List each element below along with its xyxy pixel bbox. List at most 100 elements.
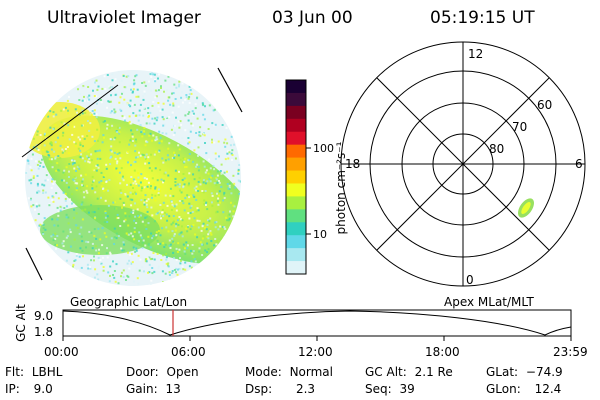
emission-pixel	[91, 247, 94, 250]
emission-pixel	[105, 181, 108, 183]
emission-pixel	[107, 189, 110, 192]
emission-pixel	[138, 269, 141, 272]
emission-pixel	[110, 145, 113, 148]
timeline-right-label: Apex MLat/MLT	[444, 295, 534, 309]
emission-pixel	[191, 211, 194, 213]
emission-pixel	[159, 105, 162, 108]
emission-pixel	[172, 221, 175, 224]
emission-pixel	[123, 203, 126, 206]
emission-pixel	[172, 134, 175, 137]
emission-pixel	[80, 189, 83, 192]
emission-pixel	[182, 243, 185, 246]
emission-pixel	[132, 178, 135, 181]
emission-pixel	[152, 189, 155, 192]
emission-pixel	[157, 193, 160, 196]
emission-pixel	[71, 193, 74, 196]
emission-pixel	[109, 253, 112, 255]
emission-pixel	[186, 247, 189, 250]
polar-diagonal-2	[376, 77, 550, 251]
emission-pixel	[215, 221, 218, 223]
emission-pixel	[138, 114, 141, 117]
emission-pixel	[129, 191, 132, 194]
emission-pixel	[39, 223, 42, 226]
emission-pixel	[228, 151, 231, 154]
emission-pixel	[156, 179, 159, 182]
emission-pixel	[165, 252, 168, 255]
emission-pixel	[30, 205, 33, 208]
emission-pixel	[189, 228, 192, 231]
uv-earth-image	[21, 67, 243, 286]
emission-pixel	[165, 258, 168, 261]
status-gain-label: Gain:	[126, 382, 158, 396]
emission-pixel	[72, 263, 75, 266]
emission-pixel	[54, 124, 57, 127]
emission-pixel	[146, 159, 149, 161]
emission-pixel	[117, 282, 120, 285]
emission-pixel	[79, 247, 82, 250]
emission-pixel	[209, 217, 212, 220]
emission-pixel	[197, 169, 200, 172]
emission-pixel	[145, 203, 148, 206]
emission-pixel	[86, 84, 89, 87]
emission-pixel	[220, 172, 223, 175]
emission-pixel	[145, 158, 147, 160]
emission-pixel	[57, 164, 60, 167]
emission-pixel	[106, 215, 109, 218]
emission-pixel	[66, 235, 69, 238]
emission-pixel	[138, 240, 140, 242]
emission-pixel	[83, 196, 86, 199]
emission-pixel	[43, 144, 46, 147]
emission-pixel	[134, 115, 137, 117]
emission-pixel	[51, 195, 54, 198]
emission-pixel	[91, 110, 94, 112]
emission-pixel	[215, 211, 218, 214]
emission-pixel	[196, 207, 199, 210]
emission-pixel	[78, 232, 81, 235]
emission-pixel	[202, 103, 205, 106]
emission-pixel	[94, 217, 96, 220]
emission-pixel	[230, 192, 233, 195]
emission-pixel	[95, 113, 98, 116]
emission-pixel	[81, 240, 84, 243]
emission-pixel	[96, 273, 99, 276]
emission-pixel	[26, 159, 29, 162]
emission-pixel	[88, 230, 91, 233]
emission-pixel	[182, 173, 185, 175]
emission-pixel	[88, 157, 91, 160]
emission-pixel	[201, 190, 204, 192]
emission-pixel	[136, 277, 139, 280]
emission-pixel	[234, 202, 237, 205]
emission-pixel	[128, 85, 131, 87]
emission-pixel	[229, 182, 232, 185]
emission-pixel	[185, 227, 188, 230]
emission-pixel	[132, 182, 135, 185]
emission-pixel	[104, 216, 107, 219]
emission-pixel	[217, 194, 220, 197]
colorbar-swatch	[286, 261, 306, 275]
colorbar-swatch	[286, 222, 306, 236]
emission-pixel	[64, 197, 67, 200]
emission-pixel	[137, 214, 140, 217]
emission-pixel	[134, 215, 137, 218]
colorbar-unit-label: photon cm⁻²s⁻¹	[334, 141, 348, 234]
emission-pixel	[74, 182, 77, 185]
emission-pixel	[74, 259, 77, 262]
emission-pixel	[192, 112, 195, 115]
emission-pixel	[170, 208, 173, 211]
emission-pixel	[82, 255, 84, 258]
emission-pixel	[120, 247, 123, 250]
emission-pixel	[65, 181, 68, 184]
emission-pixel	[178, 200, 181, 202]
colorbar-swatch	[286, 144, 306, 159]
emission-pixel	[141, 266, 144, 269]
emission-pixel	[160, 178, 163, 181]
emission-pixel	[93, 211, 96, 214]
emission-pixel	[184, 197, 187, 200]
emission-pixel	[201, 237, 204, 240]
emission-pixel	[47, 178, 49, 181]
status-glon: GLon: 12.4	[486, 382, 561, 396]
emission-pixel	[228, 184, 231, 187]
emission-pixel	[93, 259, 95, 262]
emission-pixel	[54, 157, 57, 160]
colorbar-swatch	[286, 235, 306, 249]
